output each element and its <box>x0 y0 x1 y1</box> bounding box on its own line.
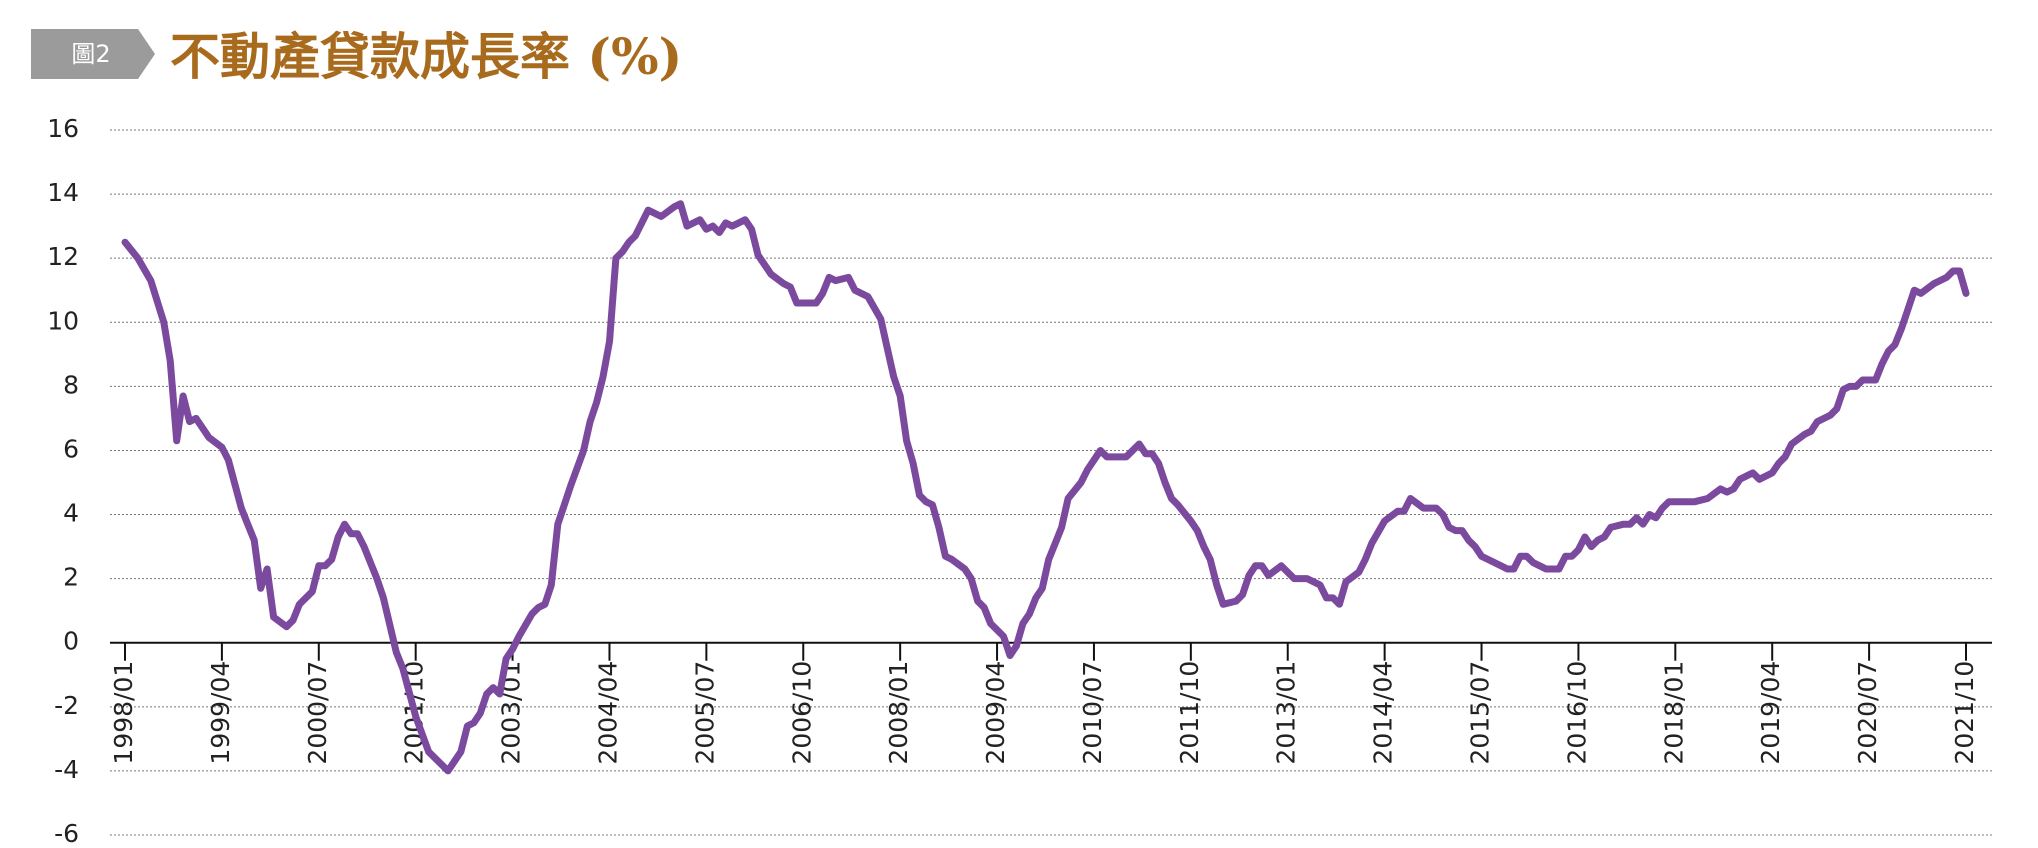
y-tick-label: 0 <box>63 627 79 656</box>
y-tick-label: 12 <box>47 242 79 271</box>
x-tick-label: 1998/01 <box>109 661 138 765</box>
y-tick-label: 10 <box>47 306 79 335</box>
y-tick-label: -6 <box>54 819 79 848</box>
x-tick-label: 2015/07 <box>1466 661 1495 765</box>
y-tick-label: 2 <box>63 563 79 592</box>
chart-title: 不動產貸款成長率 (%) <box>170 27 682 86</box>
y-tick-label: -2 <box>54 691 79 720</box>
data-line <box>121 200 1970 775</box>
x-tick-label: 2014/04 <box>1369 661 1398 765</box>
x-tick-label: 2016/10 <box>1562 661 1591 765</box>
x-tick-label: 2013/01 <box>1272 661 1301 765</box>
y-tick-label: 14 <box>47 178 79 207</box>
x-tick-label: 2019/04 <box>1756 661 1785 765</box>
y-tick-label: 16 <box>47 114 79 143</box>
x-tick-label: 2004/04 <box>593 661 622 765</box>
x-tick-label: 2000/07 <box>303 661 332 765</box>
y-tick-label: 8 <box>63 370 79 399</box>
x-tick-label: 2020/07 <box>1853 661 1882 765</box>
y-tick-label: 4 <box>63 499 79 528</box>
x-tick-label: 2018/01 <box>1659 661 1688 765</box>
x-tick-label: 2006/10 <box>787 661 816 765</box>
x-tick-label: 1999/04 <box>206 661 235 765</box>
badge-label: 圖2 <box>71 40 110 68</box>
x-tick-label: 2011/10 <box>1175 661 1204 765</box>
y-tick-label: -4 <box>54 755 79 784</box>
x-tick-label: 2009/04 <box>981 661 1010 765</box>
x-tick-label: 2021/10 <box>1950 661 1979 765</box>
x-tick-label: 2008/01 <box>884 661 913 765</box>
x-tick-label: 2010/07 <box>1078 661 1107 765</box>
badge-shape <box>31 29 155 79</box>
y-tick-label: 6 <box>63 434 79 463</box>
x-tick-label: 2005/07 <box>690 661 719 765</box>
